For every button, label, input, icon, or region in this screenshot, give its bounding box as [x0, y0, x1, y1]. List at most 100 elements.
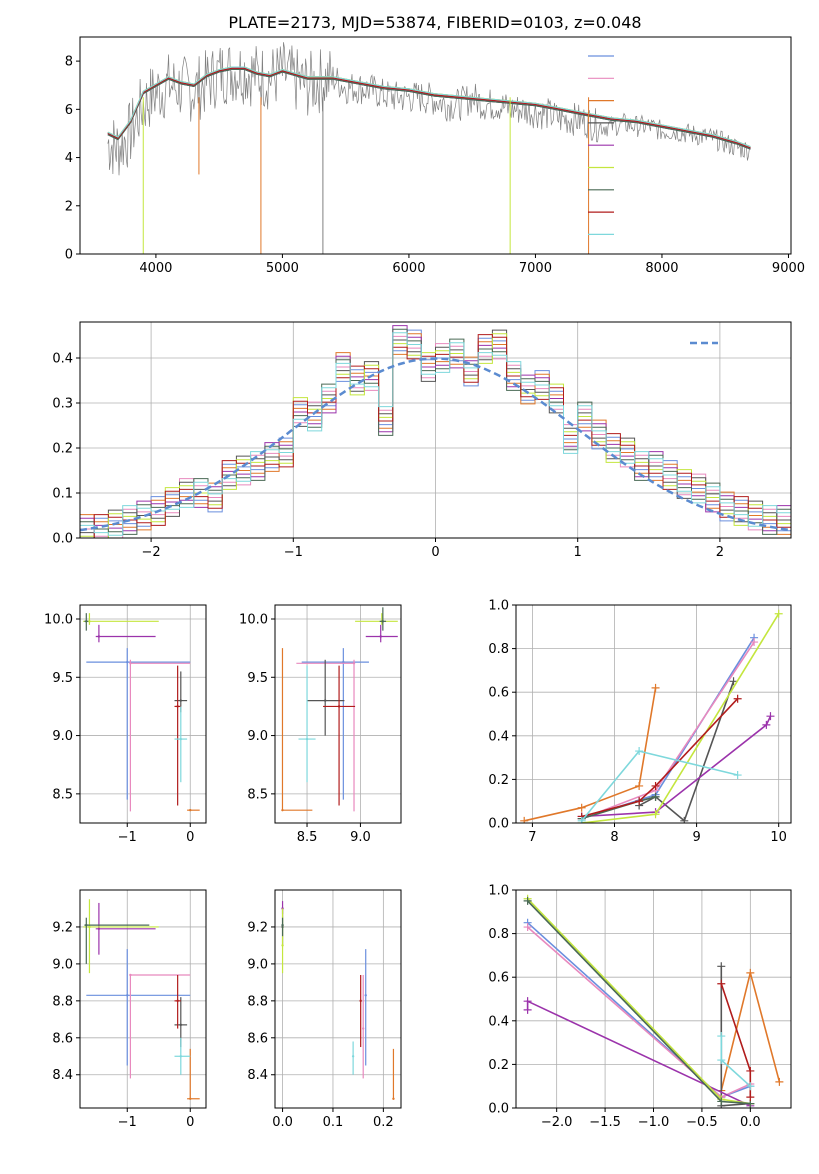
age-vs-mass-ytick-label-0: 8.5 — [247, 787, 268, 802]
weight-vs-Z-xtick-label-4: 0.0 — [740, 1115, 761, 1130]
mass-vs-Z-point-5 — [88, 925, 91, 929]
age-vs-Z-point-4 — [97, 635, 101, 638]
age-vs-mass-frame — [274, 604, 402, 824]
age-vs-Z-frame — [79, 604, 207, 824]
spectrum-data-line — [107, 42, 750, 176]
age-vs-Z-point-0 — [126, 660, 129, 664]
weight-vs-Z-marker-3-0 — [717, 962, 726, 971]
mass-vs-EBV-point-8 — [351, 1055, 355, 1058]
residuals-xtick-label-0: −2 — [142, 545, 161, 560]
weight-vs-age-marker-5-1 — [651, 810, 660, 819]
weight-vs-age-marker-6-2 — [651, 792, 660, 801]
spectrum-xtick-label-1: 5000 — [266, 261, 299, 276]
spectrum-ytick-label-3: 6 — [65, 103, 73, 118]
age-vs-mass-point-1 — [352, 662, 356, 665]
spectrum-ytick-label-0: 0 — [65, 248, 73, 263]
weight-vs-age-ytick-label-5: 1.0 — [488, 599, 509, 614]
spectrum-ytick-label-2: 4 — [65, 151, 73, 166]
mass-vs-Z-frame — [79, 889, 207, 1109]
weight-vs-age-plot-area — [520, 609, 783, 823]
weight-vs-Z-marker-7-2 — [746, 1093, 755, 1102]
age-vs-mass-plot-area — [281, 607, 398, 812]
age-vs-mass-ytick-label-1: 9.0 — [247, 729, 268, 744]
normal-curve — [80, 357, 791, 532]
weight-vs-age-line-1 — [581, 641, 755, 820]
mass-vs-EBV-point-6 — [281, 923, 284, 927]
weight-vs-Z-line-0 — [527, 922, 751, 1099]
residuals-panel: −2 −1 0 1 2 0.0 0.1 0.2 0.3 0.4 — [52, 321, 792, 560]
weight-vs-Z-ytick-label-3: 0.6 — [488, 971, 509, 986]
age-vs-Z-plot-area — [83, 613, 200, 812]
weight-vs-Z-marker-4-0 — [523, 1005, 532, 1014]
mass-vs-EBV-frame — [274, 889, 402, 1109]
residuals-ytick-label-4: 0.4 — [52, 352, 73, 367]
weight-vs-age-marker-2-0 — [520, 816, 529, 823]
weight-vs-Z-xtick-label-3: −0.5 — [686, 1115, 718, 1130]
weight-vs-age-line-4 — [581, 715, 772, 818]
mass-vs-EBV-plot-area — [281, 901, 395, 1100]
weight-vs-Z-marker-8-2 — [746, 1082, 755, 1091]
mass-vs-Z-panel: −1 0 8.4 8.6 8.8 9.0 9.2 — [52, 889, 207, 1130]
weight-vs-age-marker-3-2 — [680, 816, 689, 823]
weight-vs-Z-xtick-label-1: −1.5 — [589, 1115, 621, 1130]
weight-vs-age-marker-4-2 — [762, 720, 771, 729]
mass-vs-Z-point-0 — [126, 994, 129, 997]
weight-vs-age-frame — [515, 604, 792, 824]
age-vs-Z-point-8 — [179, 737, 182, 741]
mass-vs-EBV-point-5 — [281, 944, 284, 947]
age-vs-mass-panel: 8.5 9.0 8.5 9.0 9.5 10.0 — [239, 604, 402, 845]
weight-vs-age-marker-2-2 — [635, 781, 644, 790]
residuals-xtick-label-3: 1 — [574, 545, 582, 560]
residual-hist-3 — [80, 329, 791, 538]
mass-vs-EBV-point-0 — [364, 994, 367, 997]
weight-vs-age-marker-7-3 — [733, 694, 742, 703]
age-vs-Z-ytick-label-2: 9.5 — [52, 671, 73, 686]
weight-vs-Z-marker-6-1 — [717, 1097, 726, 1106]
residuals-xtick-label-1: −1 — [284, 545, 303, 560]
mass-vs-EBV-point-1 — [362, 1027, 365, 1030]
weight-vs-age-marker-2-3 — [651, 683, 660, 692]
weight-vs-Z-panel: −2.0 −1.5 −1.0 −0.5 0.0 0.0 0.2 0.4 0.6 0.8 1.0 — [488, 884, 792, 1130]
weight-vs-Z-marker-2-2 — [775, 1077, 784, 1086]
weight-vs-age-marker-3-3 — [729, 677, 738, 686]
weight-vs-Z-line-8 — [720, 1036, 751, 1087]
weight-vs-Z-marker-1-0 — [523, 923, 532, 932]
weight-vs-Z-xtick-label-0: −2.0 — [541, 1115, 573, 1130]
spectrum-xtick-label-3: 7000 — [519, 261, 552, 276]
weight-vs-Z-ytick-label-4: 0.8 — [488, 927, 509, 942]
age-vs-mass-ytick-label-3: 10.0 — [239, 612, 268, 627]
spectrum-frame — [79, 36, 792, 255]
mass-vs-Z-point-3 — [179, 1023, 182, 1027]
age-vs-Z-point-1 — [129, 662, 132, 665]
spectrum-xtick-label-4: 8000 — [645, 261, 678, 276]
mass-vs-EBV-point-2 — [392, 1097, 395, 1100]
residual-hist-6 — [80, 328, 791, 535]
mass-vs-Z-xtick-label-0: −1 — [118, 1115, 137, 1130]
weight-vs-age-line-2 — [524, 687, 657, 822]
weight-vs-age-line-0 — [581, 637, 755, 820]
weight-vs-age-line-3 — [638, 681, 735, 823]
weight-vs-age-marker-7-1 — [635, 797, 644, 806]
spectrum-model-line-8 — [107, 66, 751, 148]
age-vs-Z-panel: −1 0 8.5 9.0 9.5 10.0 — [44, 604, 207, 845]
spectrum-xtick-label-5: 9000 — [772, 261, 805, 276]
mass-vs-Z-point-1 — [129, 973, 132, 977]
residual-hist-8 — [80, 332, 791, 536]
weight-vs-Z-marker-8-0 — [717, 1032, 726, 1041]
mass-vs-Z-ytick-label-3: 9.0 — [52, 957, 73, 972]
mass-vs-Z-ytick-label-0: 8.4 — [52, 1068, 73, 1083]
age-vs-Z-point-5 — [88, 620, 91, 623]
age-vs-mass-point-3 — [323, 699, 327, 702]
residuals-ytick-label-2: 0.2 — [52, 442, 73, 457]
spectrum-xtick-label-2: 6000 — [392, 261, 425, 276]
mass-vs-EBV-panel: 0.0 0.1 0.2 8.4 8.6 8.8 9.0 9.2 — [247, 889, 402, 1130]
weight-vs-age-marker-8-0 — [577, 816, 586, 823]
weight-vs-Z-marker-7-1 — [746, 1066, 755, 1075]
spectrum-model-line-6 — [107, 68, 751, 150]
age-vs-Z-ytick-label-0: 8.5 — [52, 787, 73, 802]
weight-vs-age-line-7 — [581, 698, 739, 818]
mass-vs-EBV-ytick-label-0: 8.4 — [247, 1068, 268, 1083]
figure-title: PLATE=2173, MJD=53874, FIBERID=0103, z=0… — [228, 13, 641, 32]
